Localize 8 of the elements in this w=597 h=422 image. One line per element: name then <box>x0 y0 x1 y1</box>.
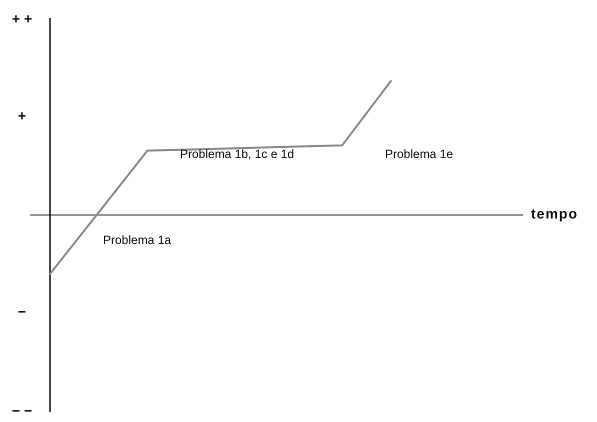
text: − − <box>12 402 32 419</box>
annotation: Problema 1b, 1c e 1d <box>180 147 294 161</box>
annotation: Problema 1e <box>385 147 454 161</box>
annotation: Problema 1a <box>103 233 172 247</box>
text: − <box>18 304 26 320</box>
text: + + <box>12 10 32 27</box>
annotation: + <box>18 108 26 124</box>
text: tempo <box>531 206 578 222</box>
